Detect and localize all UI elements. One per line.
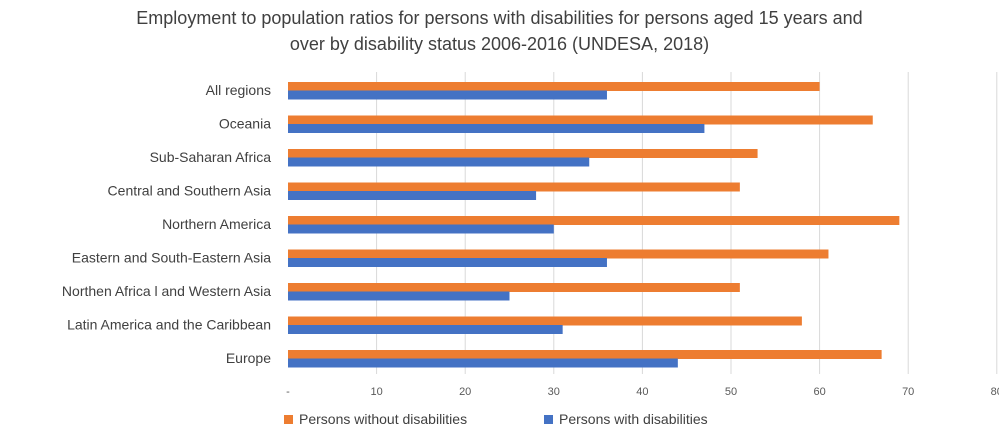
bar-with-6 bbox=[288, 291, 510, 301]
bar-with-3 bbox=[288, 191, 537, 200]
bar-without-8 bbox=[288, 350, 882, 359]
x-tick-label-4: 40 bbox=[636, 386, 648, 398]
bar-without-3 bbox=[288, 182, 740, 192]
bar-with-8 bbox=[288, 358, 678, 368]
bar-without-2 bbox=[288, 149, 758, 158]
category-label-4: Northern America bbox=[162, 216, 271, 232]
category-label-0: All regions bbox=[206, 82, 271, 98]
legend-label-without: Persons without disabilities bbox=[299, 411, 468, 427]
x-tick-label-1: 10 bbox=[370, 386, 382, 398]
category-label-5: Eastern and South-Eastern Asia bbox=[72, 250, 271, 266]
chart-title-line-1: Employment to population ratios for pers… bbox=[136, 8, 863, 28]
bar-with-2 bbox=[288, 157, 590, 167]
x-tick-label-8: 80 bbox=[991, 386, 999, 398]
x-tick-labels: - 10 20 30 40 50 60 70 80 bbox=[286, 386, 999, 398]
bar-without-4 bbox=[288, 216, 900, 225]
bar-with-0 bbox=[288, 90, 607, 100]
bar-with-7 bbox=[288, 325, 563, 334]
legend-label-with: Persons with disabilities bbox=[559, 411, 708, 427]
category-label-8: Europe bbox=[226, 350, 271, 366]
x-tick-label-3: 30 bbox=[548, 386, 560, 398]
x-tick-label-0: - bbox=[286, 386, 290, 398]
x-tick-label-5: 50 bbox=[725, 386, 737, 398]
category-label-1: Oceania bbox=[219, 116, 271, 132]
category-label-2: Sub-Saharan Africa bbox=[150, 149, 272, 165]
category-labels: All regions Oceania Sub-Saharan Africa Cent… bbox=[62, 82, 271, 366]
bar-without-7 bbox=[288, 316, 802, 326]
x-tick-label-7: 70 bbox=[902, 386, 914, 398]
category-label-6: Northen Africa l and Western Asia bbox=[62, 283, 271, 299]
legend-item-with: Persons with disabilities bbox=[544, 411, 708, 427]
x-tick-label-2: 20 bbox=[459, 386, 471, 398]
bar-without-1 bbox=[288, 115, 873, 125]
category-label-7: Latin America and the Caribbean bbox=[67, 317, 271, 333]
category-label-3: Central and Southern Asia bbox=[108, 183, 272, 199]
legend-swatch-orange bbox=[284, 414, 293, 424]
bar-with-5 bbox=[288, 258, 607, 267]
bars bbox=[288, 82, 900, 368]
bar-without-5 bbox=[288, 249, 829, 259]
bar-without-6 bbox=[288, 283, 740, 292]
bar-with-4 bbox=[288, 224, 554, 234]
x-tick-label-6: 60 bbox=[813, 386, 825, 398]
chart-title-line-2: over by disability status 2006-2016 (UND… bbox=[289, 34, 710, 54]
legend-item-without: Persons without disabilities bbox=[284, 411, 467, 427]
bar-without-0 bbox=[288, 82, 820, 91]
bar-with-1 bbox=[288, 124, 705, 133]
legend-swatch-blue bbox=[544, 414, 553, 424]
